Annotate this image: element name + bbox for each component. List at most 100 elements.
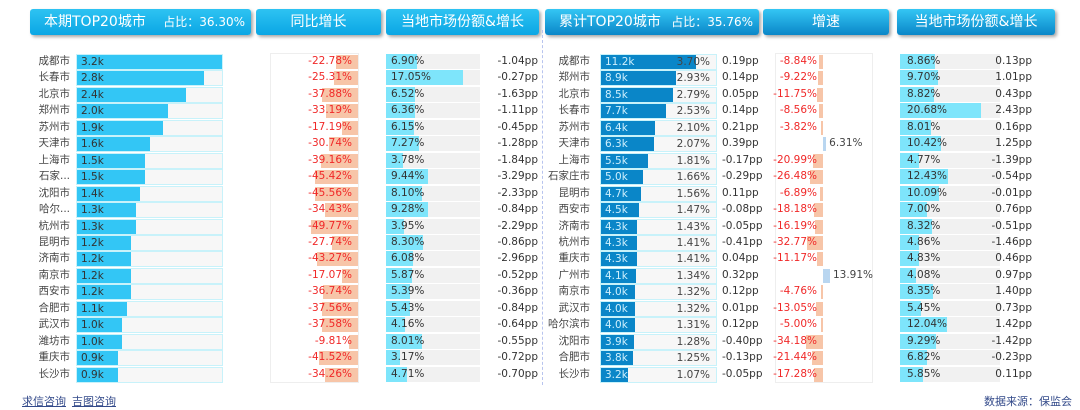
share-value: 9.28%	[391, 203, 425, 216]
value-pp: -0.40pp	[722, 334, 763, 347]
left-header-top20: 本期TOP20城市 占比：36.30%	[30, 9, 251, 35]
value-label: 1.2k	[81, 253, 104, 266]
city-name: 成都市	[38, 55, 71, 67]
share-value: 3.78%	[391, 153, 425, 166]
value-pp: 0.05pp	[722, 87, 759, 100]
yoy-value: -33.19%	[308, 104, 352, 117]
city-name: 合肥市	[558, 351, 591, 364]
growth-value: -11.75%	[773, 87, 817, 100]
yoy-value: -22.78%	[308, 55, 352, 67]
value-pp: 0.14pp	[722, 104, 759, 117]
yoy-value: -37.56%	[308, 301, 352, 314]
yoy-value: -36.74%	[308, 285, 352, 298]
value-bar: 3.2k	[77, 55, 222, 69]
link-jitu[interactable]: 吉图咨询	[72, 395, 116, 408]
share-bar-track	[386, 251, 480, 267]
right-header-share: 占比：35.76%	[671, 15, 753, 29]
value-label: 11.2k	[605, 56, 635, 68]
value-label: 1.5k	[81, 171, 104, 184]
yoy-bar	[310, 219, 358, 234]
yoy-bar	[336, 55, 358, 69]
city-name: 长沙市	[38, 367, 71, 380]
value-bar: 3.2k	[601, 367, 629, 382]
yoy-value: -34.43%	[308, 203, 352, 216]
city-name: 广州市	[558, 268, 591, 281]
value-bar-track: 5.5k 1.81%	[600, 152, 717, 169]
value-label: 2.8k	[81, 72, 104, 85]
share-bar	[386, 86, 416, 102]
value-pct: 2.07%	[676, 138, 710, 151]
share-bar-track	[386, 136, 480, 152]
value-bar: 1.2k	[77, 235, 132, 250]
city-name: 郑州市	[558, 71, 591, 84]
yoy-bar	[323, 285, 358, 300]
right-header-share-col: 当地市场份额&增长	[897, 9, 1055, 35]
yoy-value: -37.58%	[308, 318, 352, 331]
value-bar: 1.6k	[77, 137, 150, 152]
share-value: 6.52%	[391, 87, 425, 100]
share-value: 20.68%	[907, 104, 948, 117]
yoy-value: -17.07%	[308, 268, 352, 281]
right-table-row: 西安市 4.5k 1.47% -0.08pp -18.18% 7.00% 0.76pp	[0, 202, 1080, 219]
value-pct: 1.07%	[676, 368, 710, 381]
share-value: 5.87%	[391, 268, 425, 281]
share-bar	[900, 218, 933, 234]
value-pp: 0.04pp	[722, 252, 759, 265]
share-bar	[386, 267, 413, 283]
yoy-bar	[322, 301, 358, 316]
share-value: 5.39%	[391, 285, 425, 298]
value-bar: 1.2k	[77, 268, 132, 283]
growth-value: -17.28%	[773, 367, 817, 380]
value-label: 4.0k	[605, 286, 628, 299]
share-pp: -0.51pp	[991, 219, 1033, 232]
share-pp: 0.11pp	[995, 367, 1032, 380]
growth-value: -32.77%	[773, 235, 817, 248]
share-bar-track	[900, 267, 1000, 283]
share-bar	[900, 119, 932, 135]
growth-bar	[818, 55, 823, 69]
growth-bar	[812, 351, 823, 366]
value-bar: 2.8k	[77, 71, 204, 86]
city-name: 石家...	[38, 170, 70, 183]
left-table-row: 长春市 2.8k -25.31% 17.05% -0.27pp	[0, 70, 540, 87]
yoy-value: -41.52%	[308, 351, 352, 364]
growth-bar	[820, 318, 823, 333]
value-bar: 4.3k	[601, 219, 638, 234]
value-bar-track: 2.8k	[76, 70, 223, 87]
link-qiuxin[interactable]: 求信咨询	[22, 395, 66, 408]
yoy-value: -17.19%	[308, 120, 352, 133]
city-name: 合肥市	[38, 301, 71, 314]
yoy-value: -25.31%	[308, 71, 352, 84]
share-bar-track	[900, 218, 1000, 234]
left-table-row: 潍坊市 1.0k -9.81% 8.01% -0.55pp	[0, 333, 540, 350]
share-bar	[386, 366, 408, 382]
share-pp: -0.84pp	[497, 301, 539, 314]
value-bar: 0.9k	[77, 367, 118, 382]
value-label: 1.1k	[81, 302, 104, 315]
share-value: 4.08%	[907, 268, 941, 281]
panel-divider	[542, 30, 543, 385]
value-bar-track: 4.0k 1.32%	[600, 284, 717, 301]
value-bar-track: 4.0k 1.31%	[600, 317, 717, 334]
growth-value: -18.18%	[773, 203, 817, 216]
right-table-row: 石家庄市 5.0k 1.66% -0.29pp -26.48% 12.43% -0.54pp	[0, 169, 1080, 186]
value-label: 1.0k	[81, 319, 104, 332]
value-label: 4.3k	[605, 253, 628, 266]
yoy-bar	[318, 351, 358, 366]
value-bar-track: 8.5k 2.79%	[600, 86, 717, 103]
value-pp: 0.19pp	[722, 55, 759, 67]
share-pp: -1.11pp	[497, 104, 539, 117]
share-bar-track	[900, 333, 1000, 349]
share-bar-track	[900, 251, 1000, 267]
share-pp: -0.55pp	[497, 334, 539, 347]
share-pp: 1.40pp	[995, 285, 1032, 298]
value-bar: 0.9k	[77, 351, 118, 366]
value-label: 2.0k	[81, 105, 104, 118]
value-bar-track: 5.0k 1.66%	[600, 169, 717, 186]
left-table-row: 长沙市 0.9k -34.26% 4.71% -0.70pp	[0, 366, 540, 383]
share-pp: 0.13pp	[995, 55, 1032, 67]
value-label: 4.0k	[605, 302, 628, 315]
right-table-row: 郑州市 8.9k 2.93% 0.14pp -9.22% 9.70% 1.01pp	[0, 70, 1080, 87]
share-bar	[900, 350, 927, 366]
share-pp: -1.84pp	[497, 153, 539, 166]
